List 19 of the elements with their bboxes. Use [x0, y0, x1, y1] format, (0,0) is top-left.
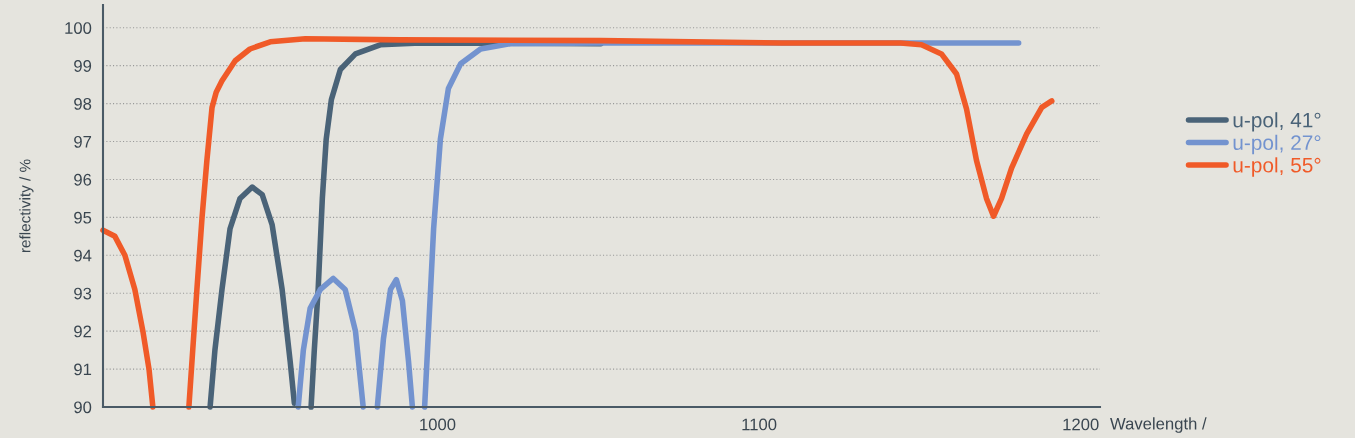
x-tick-label: 1200	[1063, 418, 1099, 431]
y-axis-title: reflectivity / %	[19, 159, 34, 253]
y-tick-label: 93	[74, 287, 92, 300]
y-tick-label: 92	[74, 325, 92, 338]
x-axis-title: Wavelength /	[1110, 417, 1207, 433]
legend-label: u-pol, 27°	[1233, 134, 1321, 155]
legend-label: u-pol, 55°	[1233, 157, 1321, 177]
y-tick-label: 100	[65, 22, 92, 34]
y-tick-label: 96	[74, 173, 92, 186]
x-tick-label: 1100	[742, 418, 777, 431]
y-tick-label: 99	[74, 60, 92, 72]
y-tick-label: 97	[74, 135, 92, 148]
y-tick-label: 94	[74, 249, 92, 262]
y-tick-label: 95	[74, 211, 92, 224]
y-tick-label: 90	[74, 401, 92, 414]
y-tick-label: 98	[74, 98, 92, 110]
x-tick-label: 1000	[420, 418, 456, 431]
legend-label: u-pol, 41°	[1233, 112, 1321, 132]
y-tick-label: 91	[74, 363, 92, 376]
